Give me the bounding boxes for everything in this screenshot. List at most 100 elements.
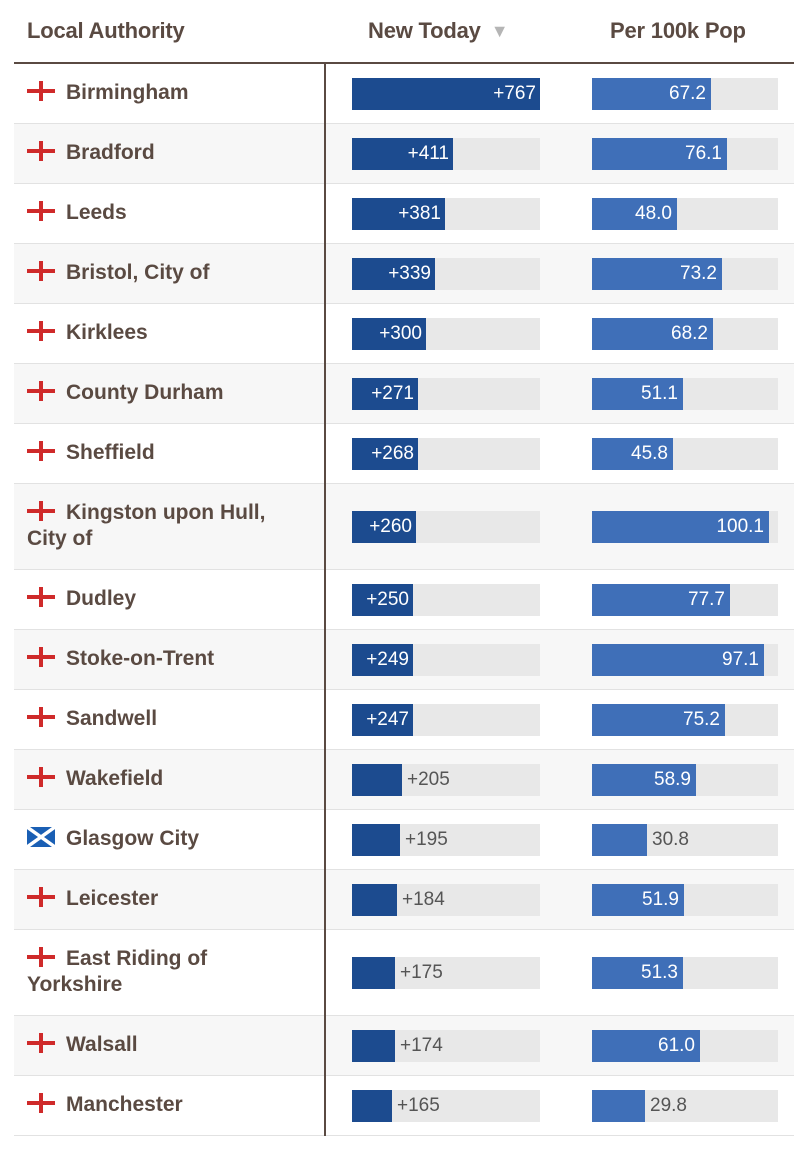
per-100k-bar [592, 1090, 645, 1122]
per-100k-bar-track: 51.9 [592, 884, 778, 916]
england-flag-icon [27, 381, 55, 401]
new-today-bar [352, 1030, 395, 1062]
local-authority-cell: Birmingham [27, 80, 297, 106]
per-100k-bar [592, 198, 677, 230]
column-header-new-today-label: New Today [368, 18, 481, 43]
table-row[interactable]: Bristol, City of +339 73.2 [14, 244, 794, 304]
per-100k-bar [592, 378, 683, 410]
per-100k-bar [592, 644, 764, 676]
table-row[interactable]: County Durham +271 51.1 [14, 364, 794, 424]
new-today-value: +271 [371, 383, 414, 404]
england-flag-icon [27, 201, 55, 221]
england-flag-icon [27, 81, 55, 101]
table-row[interactable]: Bradford +411 76.1 [14, 124, 794, 184]
new-today-bar-track: +411 [352, 138, 540, 170]
new-today-bar-track: +250 [352, 584, 540, 616]
local-authority-cell: Bradford [27, 140, 297, 166]
table-header: Local Authority New Today ▼ Per 100k Pop [14, 0, 794, 64]
new-today-bar-track: +175 [352, 957, 540, 989]
column-header-local-authority[interactable]: Local Authority [27, 18, 185, 43]
column-header-new-today[interactable]: New Today ▼ [368, 18, 509, 44]
england-flag-icon [27, 261, 55, 281]
table-body: Birmingham +767 67.2 Bradford +411 76.1 Leeds +… [14, 64, 794, 1136]
new-today-value: +250 [366, 589, 409, 610]
new-today-bar [352, 318, 426, 350]
new-today-bar [352, 138, 453, 170]
table-row[interactable]: Wakefield +205 58.9 [14, 750, 794, 810]
new-today-value: +195 [405, 829, 448, 850]
new-today-value: +767 [493, 83, 536, 104]
local-authority-name: Sheffield [66, 441, 155, 464]
local-authority-cell: Walsall [27, 1032, 297, 1058]
new-today-value: +175 [400, 962, 443, 983]
new-today-bar [352, 584, 413, 616]
per-100k-bar-track: 100.1 [592, 511, 778, 543]
table-row[interactable]: Leeds +381 48.0 [14, 184, 794, 244]
new-today-bar [352, 78, 540, 110]
per-100k-bar [592, 704, 725, 736]
table-row[interactable]: Kingston upon Hull, City of +260 100.1 [14, 484, 794, 570]
england-flag-icon [27, 1033, 55, 1053]
england-flag-icon [27, 707, 55, 727]
per-100k-value: 58.9 [654, 769, 691, 790]
england-flag-icon [27, 887, 55, 907]
local-authority-cell: Wakefield [27, 766, 297, 792]
per-100k-value: 97.1 [722, 649, 759, 670]
new-today-bar [352, 1090, 392, 1122]
local-authority-cell: Kingston upon Hull, City of [27, 500, 297, 552]
local-authority-name: Glasgow City [66, 827, 200, 850]
per-100k-bar [592, 138, 727, 170]
per-100k-bar-track: 97.1 [592, 644, 778, 676]
table-row[interactable]: Leicester +184 51.9 [14, 870, 794, 930]
per-100k-bar [592, 584, 730, 616]
new-today-value: +174 [400, 1035, 443, 1056]
per-100k-bar-track: 68.2 [592, 318, 778, 350]
per-100k-value: 75.2 [683, 709, 720, 730]
table-row[interactable]: East Riding of Yorkshire +175 51.3 [14, 930, 794, 1016]
table-row[interactable]: Manchester +165 29.8 [14, 1076, 794, 1136]
per-100k-bar-track: 45.8 [592, 438, 778, 470]
per-100k-bar-track: 73.2 [592, 258, 778, 290]
new-today-bar-track: +767 [352, 78, 540, 110]
table-row[interactable]: Sandwell +247 75.2 [14, 690, 794, 750]
new-today-bar-track: +381 [352, 198, 540, 230]
england-flag-icon [27, 141, 55, 161]
new-today-value: +300 [379, 323, 422, 344]
table-row[interactable]: Kirklees +300 68.2 [14, 304, 794, 364]
new-today-bar [352, 704, 413, 736]
local-authority-name: Sandwell [66, 707, 158, 730]
per-100k-value: 77.7 [688, 589, 725, 610]
table-row[interactable]: Sheffield +268 45.8 [14, 424, 794, 484]
table-row[interactable]: Dudley +250 77.7 [14, 570, 794, 630]
sort-descending-icon[interactable]: ▼ [490, 21, 509, 41]
local-authority-cell: Bristol, City of [27, 260, 297, 286]
local-authority-cell: Manchester [27, 1092, 297, 1118]
england-flag-icon [27, 947, 55, 967]
per-100k-value: 45.8 [631, 443, 668, 464]
per-100k-bar [592, 258, 722, 290]
table-row[interactable]: Walsall +174 61.0 [14, 1016, 794, 1076]
scotland-flag-icon [27, 827, 55, 847]
local-authority-name: Kirklees [66, 321, 148, 344]
new-today-value: +184 [402, 889, 445, 910]
per-100k-value: 67.2 [669, 83, 706, 104]
local-authority-name: Bristol, City of [66, 261, 210, 284]
per-100k-bar [592, 824, 647, 856]
per-100k-value: 48.0 [635, 203, 672, 224]
column-header-per-100k[interactable]: Per 100k Pop [610, 18, 746, 43]
local-authority-cell: Kirklees [27, 320, 297, 346]
new-today-bar-track: +268 [352, 438, 540, 470]
per-100k-bar-track: 67.2 [592, 78, 778, 110]
england-flag-icon [27, 767, 55, 787]
new-today-value: +165 [397, 1095, 440, 1116]
england-flag-icon [27, 441, 55, 461]
table-row[interactable]: Glasgow City +195 30.8 [14, 810, 794, 870]
england-flag-icon [27, 647, 55, 667]
england-flag-icon [27, 1093, 55, 1113]
table-row[interactable]: Stoke-on-Trent +249 97.1 [14, 630, 794, 690]
local-authority-cell: Sandwell [27, 706, 297, 732]
local-authority-name: Stoke-on-Trent [66, 647, 215, 670]
table-row[interactable]: Birmingham +767 67.2 [14, 64, 794, 124]
local-authority-name: Manchester [66, 1093, 183, 1116]
local-authority-name: Birmingham [66, 81, 189, 104]
